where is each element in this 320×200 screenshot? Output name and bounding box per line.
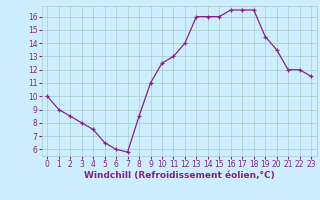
X-axis label: Windchill (Refroidissement éolien,°C): Windchill (Refroidissement éolien,°C) [84, 171, 275, 180]
